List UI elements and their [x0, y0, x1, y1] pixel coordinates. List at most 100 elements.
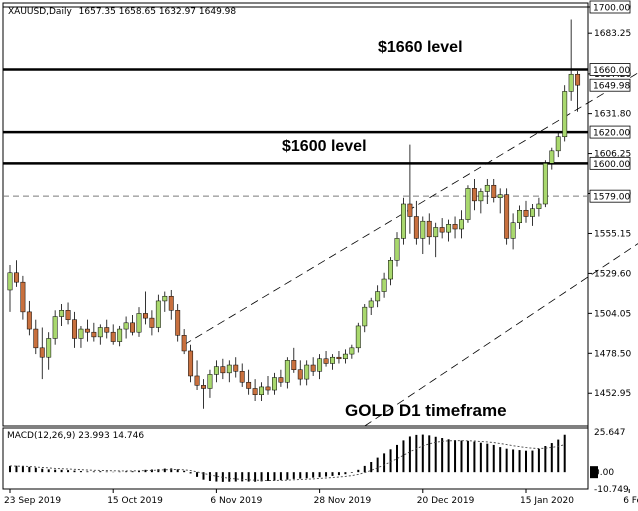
time-tick-label: 15 Jan 2020 [520, 496, 574, 506]
candle-body [143, 313, 148, 319]
candle-body [497, 194, 503, 198]
candle-body [459, 219, 464, 230]
candle [575, 71, 581, 112]
macd-axis: 25.647 0.00 -10.749 [590, 428, 629, 495]
candle [168, 289, 174, 320]
annotation-1660-level: $1660 level [378, 39, 463, 56]
candle [130, 314, 136, 336]
candle [149, 310, 155, 336]
candle-body [207, 374, 213, 389]
candle [65, 302, 71, 325]
symbol-header: XAUUSD,Daily 1657.35 1658.65 1632.97 164… [8, 7, 236, 17]
candle [117, 325, 123, 347]
candle [452, 216, 458, 239]
macd-zero-marker [590, 466, 598, 479]
candle-body [510, 222, 516, 239]
candle [7, 264, 13, 312]
macd-signal-line [9, 440, 565, 481]
candle-body [117, 328, 123, 342]
candle [484, 178, 490, 204]
candle [420, 216, 426, 255]
price-label-1700.00: 1700.00 [593, 4, 630, 14]
candle [278, 369, 284, 387]
candle [355, 322, 361, 353]
candle [246, 369, 252, 395]
candle-body [104, 327, 110, 333]
macd-indicator [9, 434, 566, 482]
price-tick-label: 1504.05 [594, 309, 631, 319]
candle [39, 327, 45, 380]
candle-body [426, 220, 432, 238]
candle-body [342, 353, 348, 360]
candle-body [278, 377, 284, 383]
price-label-1660.00: 1660.00 [593, 66, 630, 76]
candle-body [349, 347, 355, 355]
candle-body [465, 188, 471, 220]
candle-body [123, 322, 129, 330]
candle [362, 304, 368, 333]
macd-tick-label: -10.749 [594, 485, 629, 495]
price-tick-label: 1606.25 [594, 150, 631, 160]
candle [78, 325, 84, 348]
candle [143, 291, 148, 325]
time-tick-label: 28 Nov 2019 [314, 496, 372, 506]
candle [46, 332, 52, 370]
price-label-1620.00: 1620.00 [593, 129, 630, 139]
candle-body [330, 356, 335, 364]
candle-body [388, 260, 394, 280]
candle [265, 375, 271, 395]
annotation-1600-level: $1600 level [282, 138, 367, 155]
price-label-1600.00: 1600.00 [593, 160, 630, 170]
price-tick-label: 1631.80 [594, 110, 631, 120]
candle [252, 379, 258, 401]
candle [530, 203, 535, 226]
candle [14, 260, 19, 287]
candle [375, 285, 381, 308]
candle [310, 357, 316, 376]
annotation-timeframe: GOLD D1 timeframe [345, 401, 507, 420]
candle-body [78, 328, 84, 339]
candle [517, 205, 522, 230]
candle-body [46, 338, 52, 358]
candle-body [549, 150, 555, 164]
candle [568, 19, 574, 101]
time-tick-label: 6 Nov 2019 [210, 496, 262, 506]
candle [91, 322, 97, 342]
price-tick-label: 1683.25 [594, 29, 631, 39]
candle-body [110, 331, 116, 342]
candle-body [233, 364, 239, 372]
candle-body [188, 350, 194, 377]
candle [562, 85, 568, 142]
candle-body [401, 203, 406, 239]
candle-body [413, 216, 419, 239]
candle-body [478, 191, 484, 202]
price-tick-label: 1478.50 [594, 349, 631, 359]
candle [213, 360, 219, 383]
candle [304, 360, 310, 386]
candle-body [33, 328, 39, 349]
candle [504, 188, 510, 245]
horizontal-levels [3, 6, 588, 197]
candle-body [517, 209, 522, 224]
price-label-1579.00: 1579.00 [593, 193, 630, 203]
price-label-box [589, 189, 631, 203]
candle-body [484, 184, 490, 192]
candle-body [59, 310, 65, 317]
candle-body [439, 227, 445, 233]
price-tick-label: 1555.15 [594, 229, 631, 239]
candle [194, 360, 200, 391]
candle-body [175, 310, 181, 336]
candle [188, 344, 194, 383]
candle [426, 213, 432, 245]
candle [336, 350, 342, 364]
candle-body [162, 295, 168, 302]
candle [407, 144, 413, 234]
time-tick-label: 15 Oct 2019 [107, 496, 163, 506]
candle-body [375, 291, 381, 302]
candle-body [201, 385, 206, 389]
candle [201, 379, 206, 409]
candle [226, 360, 232, 383]
candle [349, 344, 355, 359]
candle-body [284, 360, 290, 383]
candle [542, 160, 548, 208]
